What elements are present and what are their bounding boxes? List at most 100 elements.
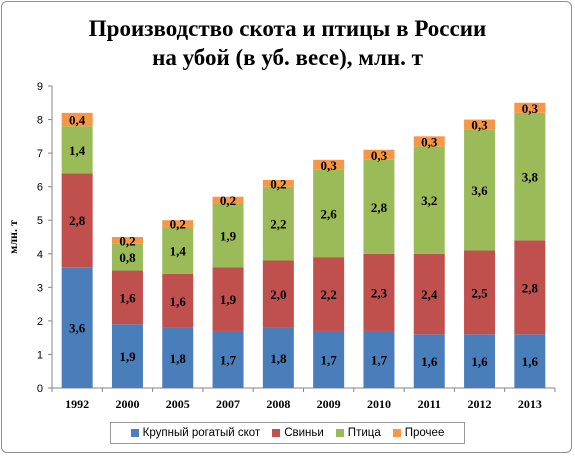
x-tick-label: 2005 bbox=[166, 397, 190, 411]
x-tick-label: 2009 bbox=[317, 397, 341, 411]
data-label: 0,3 bbox=[421, 134, 438, 149]
y-tick-label: 1 bbox=[37, 349, 43, 361]
legend-swatch bbox=[130, 429, 139, 437]
y-tick-label: 8 bbox=[37, 115, 43, 127]
data-label: 2,8 bbox=[371, 200, 388, 215]
bar-2009-series-1 bbox=[313, 330, 345, 388]
x-tick-label: 2000 bbox=[115, 397, 139, 411]
x-tick-label: 2013 bbox=[518, 397, 542, 411]
bar-2013-series-1 bbox=[514, 334, 546, 388]
data-label: 2,8 bbox=[522, 280, 539, 295]
y-tick-label: 9 bbox=[37, 81, 43, 93]
bar-2005-series-1 bbox=[162, 327, 194, 388]
data-label: 2,8 bbox=[69, 213, 86, 228]
legend-label: Крупный рогатый скот bbox=[142, 427, 261, 439]
data-label: 1,7 bbox=[371, 352, 388, 367]
bar-2012-series-4 bbox=[464, 119, 496, 130]
data-label: 1,6 bbox=[522, 354, 539, 369]
bar-2009-series-2 bbox=[313, 257, 345, 331]
y-axis-label: млн. т bbox=[6, 220, 20, 254]
data-label: 1,8 bbox=[270, 351, 287, 366]
data-label: 1,9 bbox=[220, 292, 237, 307]
data-label: 2,2 bbox=[321, 287, 337, 302]
legend-label: Прочее bbox=[404, 427, 445, 439]
bar-1992-series-2 bbox=[61, 173, 93, 268]
x-tick-label: 1992 bbox=[65, 397, 89, 411]
data-label: 0,2 bbox=[220, 193, 236, 208]
y-tick-label: 0 bbox=[37, 383, 43, 395]
bar-2008-series-2 bbox=[262, 260, 294, 328]
data-label: 2,6 bbox=[321, 207, 338, 222]
data-label: 3,8 bbox=[522, 170, 539, 185]
data-label: 0,3 bbox=[321, 158, 338, 173]
data-label: 1,6 bbox=[170, 294, 187, 309]
bar-2007-series-3 bbox=[212, 203, 244, 268]
legend-label: Птица bbox=[347, 427, 381, 439]
bar-2005-series-2 bbox=[162, 273, 194, 328]
bar-2008-series-1 bbox=[262, 327, 294, 388]
bar-2009-series-4 bbox=[313, 159, 345, 170]
data-label: 2,4 bbox=[421, 287, 438, 302]
y-tick-label: 4 bbox=[37, 249, 43, 261]
data-label: 0,2 bbox=[170, 217, 186, 232]
data-label: 1,6 bbox=[421, 354, 438, 369]
data-label: 1,9 bbox=[119, 349, 136, 364]
data-label: 0,3 bbox=[371, 148, 388, 163]
bar-2008-series-3 bbox=[262, 186, 294, 261]
data-label: 1,7 bbox=[321, 352, 338, 367]
x-tick-label: 2011 bbox=[418, 397, 441, 411]
legend-swatch bbox=[272, 429, 281, 437]
bar-2012-series-3 bbox=[464, 129, 496, 251]
data-label: 0,2 bbox=[119, 233, 135, 248]
bar-1992-series-1 bbox=[61, 267, 93, 388]
data-label: 0,2 bbox=[270, 176, 286, 191]
data-label: 0,4 bbox=[69, 113, 86, 128]
data-label: 2,2 bbox=[270, 217, 286, 232]
bar-2000-series-1 bbox=[111, 324, 143, 388]
bar-2011-series-1 bbox=[413, 334, 445, 388]
data-label: 0,3 bbox=[471, 118, 488, 133]
data-label: 1,4 bbox=[69, 143, 86, 158]
data-label: 0,8 bbox=[119, 250, 136, 265]
bar-2011-series-4 bbox=[413, 136, 445, 147]
bar-2013-series-3 bbox=[514, 112, 546, 241]
data-label: 1,9 bbox=[220, 228, 237, 243]
y-tick-label: 6 bbox=[37, 182, 43, 194]
data-label: 1,4 bbox=[170, 243, 187, 258]
bar-2007-series-1 bbox=[212, 330, 244, 388]
y-tick-label: 5 bbox=[37, 215, 43, 227]
bar-2000-series-3 bbox=[111, 243, 143, 271]
bar-2005-series-3 bbox=[162, 226, 194, 274]
x-tick-label: 2008 bbox=[266, 397, 290, 411]
bar-2010-series-1 bbox=[363, 330, 395, 388]
bar-1992-series-3 bbox=[61, 126, 93, 174]
bar-2010-series-2 bbox=[363, 253, 395, 331]
bar-2000-series-4 bbox=[111, 237, 143, 244]
bar-1992-series-4 bbox=[61, 112, 93, 127]
legend-item: Свиньи bbox=[272, 427, 324, 439]
bar-2011-series-2 bbox=[413, 253, 445, 335]
legend-item: Прочее bbox=[392, 427, 445, 439]
bar-2008-series-4 bbox=[262, 179, 294, 187]
data-label: 2,3 bbox=[371, 285, 388, 300]
y-tick-label: 7 bbox=[37, 148, 43, 160]
chart-title-line-1: Производство скота и птицы в России bbox=[88, 16, 487, 41]
x-tick-label: 2007 bbox=[216, 397, 240, 411]
chart-legend: Крупный рогатый скот Свиньи Птица Прочее bbox=[110, 422, 465, 444]
legend-item: Птица bbox=[335, 427, 381, 439]
chart-title: Производство скота и птицы в России на у… bbox=[0, 14, 575, 72]
y-tick-label: 3 bbox=[37, 282, 43, 294]
bar-2007-series-4 bbox=[212, 196, 244, 204]
data-label: 2,0 bbox=[270, 287, 286, 302]
legend-swatch bbox=[335, 429, 344, 437]
bar-2011-series-3 bbox=[413, 146, 445, 254]
data-label: 3,6 bbox=[69, 321, 86, 336]
chart-title-line-2: на убой (в уб. весе), млн. т bbox=[152, 45, 423, 70]
legend-item: Крупный рогатый скот bbox=[130, 427, 261, 439]
bar-2000-series-2 bbox=[111, 270, 143, 325]
bar-2005-series-4 bbox=[162, 220, 194, 227]
bar-2010-series-3 bbox=[363, 159, 395, 254]
bar-2009-series-3 bbox=[313, 169, 345, 258]
legend-label: Свиньи bbox=[284, 427, 324, 439]
data-label: 0,3 bbox=[522, 101, 539, 116]
